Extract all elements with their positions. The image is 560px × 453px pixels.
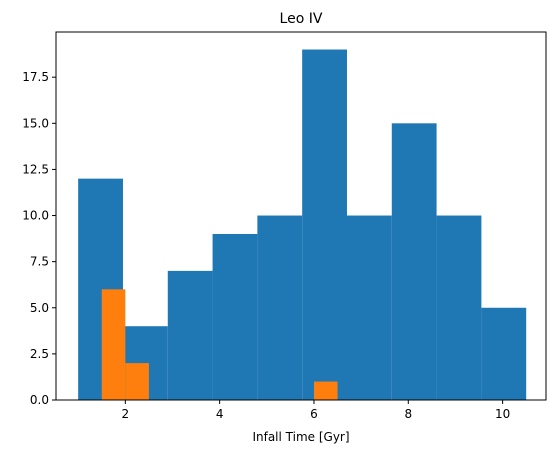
x-axis-ticks: 2 4 6 8 10 (122, 400, 510, 421)
histogram-bar-series-1 (167, 270, 213, 400)
x-tick-label: 6 (310, 407, 318, 421)
y-tick-label: 2.5 (30, 347, 49, 361)
histogram-bar-series-1 (346, 215, 392, 400)
y-tick-label: 5.0 (30, 301, 49, 315)
y-tick-label: 7.5 (30, 255, 49, 269)
histogram-bar-series-2 (313, 381, 338, 400)
histogram-bar-series-1 (391, 123, 437, 400)
chart-title: Leo IV (280, 11, 323, 27)
x-tick-label: 4 (216, 407, 224, 421)
x-tick-label: 2 (122, 407, 130, 421)
x-axis-label: Infall Time [Gyr] (252, 430, 349, 444)
y-tick-label: 12.5 (22, 162, 49, 176)
histogram-bar-series-1 (436, 215, 482, 400)
histogram-bar-series-1 (481, 307, 527, 400)
y-tick-label: 15.0 (22, 116, 49, 130)
y-tick-label: 0.0 (30, 393, 49, 407)
x-tick-label: 8 (404, 407, 412, 421)
histogram-bar-series-1 (302, 49, 347, 401)
histogram-bar-series-2 (101, 289, 126, 400)
y-tick-label: 10.0 (22, 209, 49, 223)
y-tick-label: 17.5 (22, 70, 49, 84)
histogram-bar-series-1 (212, 233, 258, 400)
x-tick-label: 10 (495, 407, 510, 421)
histogram-bar-series-1 (257, 215, 303, 400)
histogram-bar-series-2 (125, 363, 149, 400)
y-axis-ticks: 0.0 2.5 5.0 7.5 10.0 12.5 15.0 17.5 (22, 70, 56, 407)
bars-group (78, 49, 527, 401)
